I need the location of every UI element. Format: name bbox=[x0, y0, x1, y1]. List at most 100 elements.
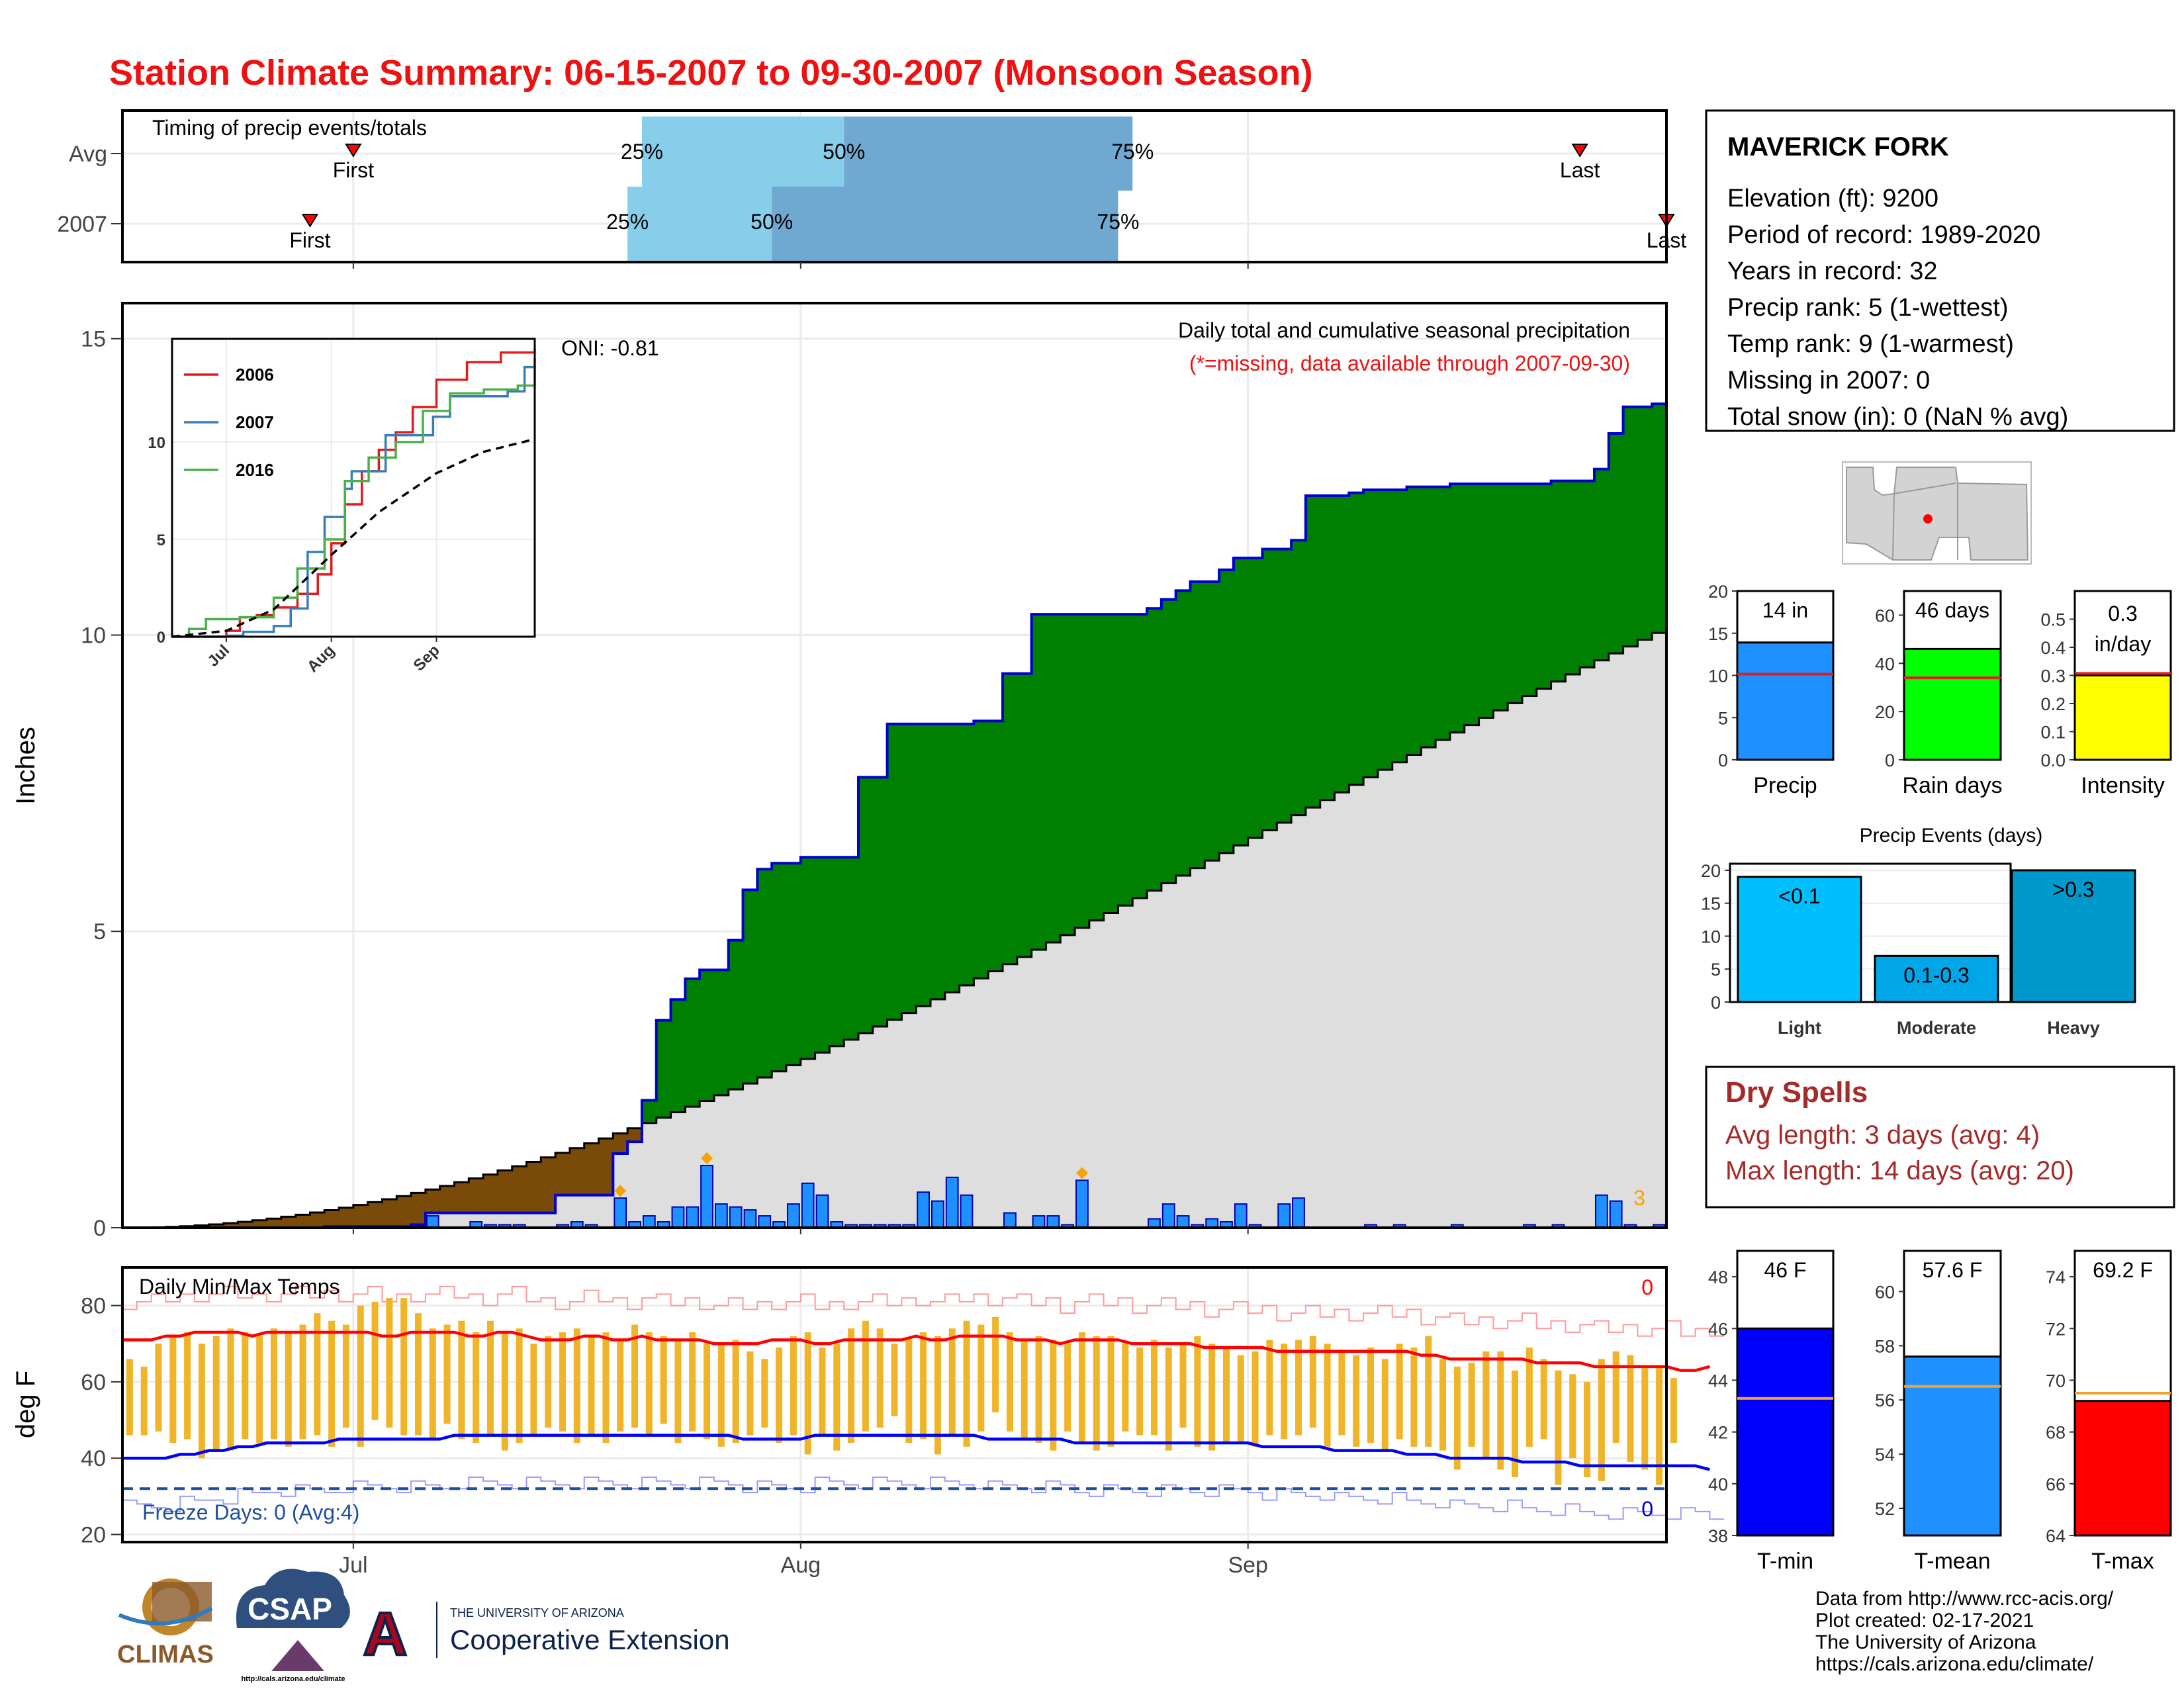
below-average-area bbox=[555, 1152, 570, 1195]
dry-spells-avg: Avg length: 3 days (avg: 4) bbox=[1725, 1120, 2040, 1150]
stat-value-bar bbox=[2073, 1400, 2172, 1537]
timing-row-label: Avg bbox=[69, 142, 107, 167]
stat-value-line: 0.3 bbox=[2108, 602, 2137, 625]
normal-max-line bbox=[122, 1330, 1710, 1372]
freeze-days-label: Freeze Days: 0 (Avg:4) bbox=[142, 1500, 359, 1524]
events-chart-title: Precip Events (days) bbox=[1860, 825, 2043, 846]
daily-temp-range-bar bbox=[198, 1344, 205, 1459]
stat-value-label: 14 in bbox=[1762, 598, 1808, 622]
inset-frame bbox=[171, 338, 536, 638]
above-average-area bbox=[1320, 496, 1336, 800]
above-average-area bbox=[1017, 673, 1032, 957]
daily-precip-bar bbox=[801, 1182, 815, 1229]
daily-temp-range-bar bbox=[559, 1332, 567, 1432]
stat-y-tick-label: 20 bbox=[1875, 702, 1895, 722]
below-average-area bbox=[512, 1166, 527, 1213]
above-average-area bbox=[772, 863, 787, 1072]
oni-label: ONI: -0.81 bbox=[561, 336, 659, 360]
inset-legend-label: 2007 bbox=[236, 412, 274, 432]
stat-y-tick-label: 20 bbox=[1708, 582, 1728, 602]
daily-temp-range-bar bbox=[1555, 1370, 1562, 1485]
stat-panel-label: Rain days bbox=[1902, 773, 2002, 798]
below-average-area bbox=[598, 1138, 614, 1195]
daily-temp-range-bar bbox=[371, 1301, 379, 1420]
inset-legend-label: 2006 bbox=[236, 365, 274, 385]
stat-y-tick-label: 70 bbox=[2046, 1371, 2066, 1391]
above-average-area bbox=[931, 723, 946, 999]
above-average-area bbox=[685, 978, 700, 1107]
above-average-area bbox=[1205, 581, 1220, 861]
events-bar-label: <0.1 bbox=[1778, 884, 1820, 908]
stat-y-tick-label: 54 bbox=[1875, 1445, 1895, 1465]
first-event-marker bbox=[301, 214, 319, 228]
above-average-area bbox=[700, 970, 715, 1101]
daily-temp-range-bar bbox=[1367, 1348, 1375, 1443]
daily-precip-bar bbox=[786, 1203, 800, 1228]
climas-logo-text: CLIMAS bbox=[117, 1641, 214, 1668]
daily-temp-range-bar bbox=[1439, 1359, 1447, 1451]
daily-temp-range-bar bbox=[833, 1344, 841, 1451]
daily-temp-range-bar bbox=[732, 1340, 739, 1443]
station-info-line: Years in record: 32 bbox=[1727, 257, 1938, 285]
stat-y-tick-label: 56 bbox=[1875, 1391, 1895, 1410]
above-average-area bbox=[1118, 614, 1134, 906]
stat-panel-label: T-min bbox=[1757, 1549, 1813, 1574]
daily-temp-range-bar bbox=[1656, 1366, 1663, 1485]
below-average-area bbox=[252, 1220, 267, 1228]
daily-temp-range-bar bbox=[256, 1336, 263, 1443]
daily-temp-range-bar bbox=[1425, 1336, 1432, 1447]
stat-y-tick-label: 0.5 bbox=[2040, 610, 2066, 630]
daily-temp-range-bar bbox=[328, 1320, 336, 1447]
events-category-label: Moderate bbox=[1897, 1018, 1976, 1038]
daily-precip-bar bbox=[1277, 1203, 1291, 1228]
stat-y-tick-label: 0.1 bbox=[2040, 723, 2066, 743]
daily-temp-range-bar bbox=[704, 1344, 711, 1440]
daily-temp-range-bar bbox=[443, 1324, 451, 1424]
above-average-area bbox=[1046, 614, 1062, 942]
above-average-area bbox=[944, 723, 960, 993]
precip-y-tick-label: 10 bbox=[81, 623, 106, 648]
above-average-area bbox=[1493, 484, 1508, 711]
daily-temp-range-bar bbox=[1006, 1332, 1013, 1432]
temp-y-tick-label: 60 bbox=[81, 1370, 106, 1395]
csap-mountain-icon bbox=[271, 1640, 324, 1671]
events-bar bbox=[1737, 876, 1862, 1003]
below-average-area bbox=[295, 1214, 311, 1228]
above-average-area bbox=[1334, 496, 1350, 793]
dry-spells-max: Max length: 14 days (avg: 20) bbox=[1725, 1156, 2074, 1185]
stat-y-tick-label: 0.0 bbox=[2040, 751, 2066, 770]
daily-temp-range-bar bbox=[905, 1340, 913, 1443]
daily-precip-bar bbox=[945, 1176, 959, 1229]
above-average-area bbox=[1349, 492, 1364, 785]
daily-temp-range-bar bbox=[400, 1298, 408, 1436]
below-average-area bbox=[396, 1196, 412, 1227]
events-category-label: Light bbox=[1778, 1018, 1821, 1038]
below-average-area bbox=[469, 1178, 484, 1213]
below-average-area bbox=[425, 1189, 441, 1213]
daily-temp-range-bar bbox=[1453, 1366, 1461, 1470]
heavy-event-marker bbox=[701, 1152, 713, 1164]
above-average-area bbox=[1305, 496, 1321, 808]
events-category-label: Heavy bbox=[2047, 1018, 2100, 1038]
daily-precip-bar bbox=[729, 1206, 743, 1229]
daily-temp-range-bar bbox=[804, 1332, 811, 1455]
above-average-area bbox=[959, 723, 975, 985]
daily-temp-range-bar bbox=[184, 1332, 191, 1440]
precip-chart-title: Daily total and cumulative seasonal prec… bbox=[1178, 318, 1630, 342]
ua-big-text: Cooperative Extension bbox=[450, 1624, 730, 1655]
above-average-area bbox=[1594, 469, 1610, 661]
daily-temp-range-bar bbox=[1627, 1355, 1634, 1462]
timing-bar-50-75 bbox=[844, 116, 1133, 191]
stat-y-tick-label: 10 bbox=[1708, 666, 1728, 686]
temp-y-tick-label: 40 bbox=[81, 1446, 106, 1471]
above-average-area bbox=[887, 723, 903, 1020]
daily-precip-bar bbox=[1032, 1215, 1046, 1228]
precip-panel-frame bbox=[121, 302, 1668, 1229]
below-average-area bbox=[208, 1224, 224, 1228]
below-average-area bbox=[411, 1193, 426, 1225]
record-high-envelope bbox=[122, 1285, 1725, 1337]
above-average-area bbox=[829, 857, 844, 1046]
daily-temp-range-bar bbox=[1525, 1348, 1533, 1447]
daily-temp-range-bar bbox=[530, 1344, 537, 1436]
station-info-line: Period of record: 1989-2020 bbox=[1727, 221, 2040, 249]
